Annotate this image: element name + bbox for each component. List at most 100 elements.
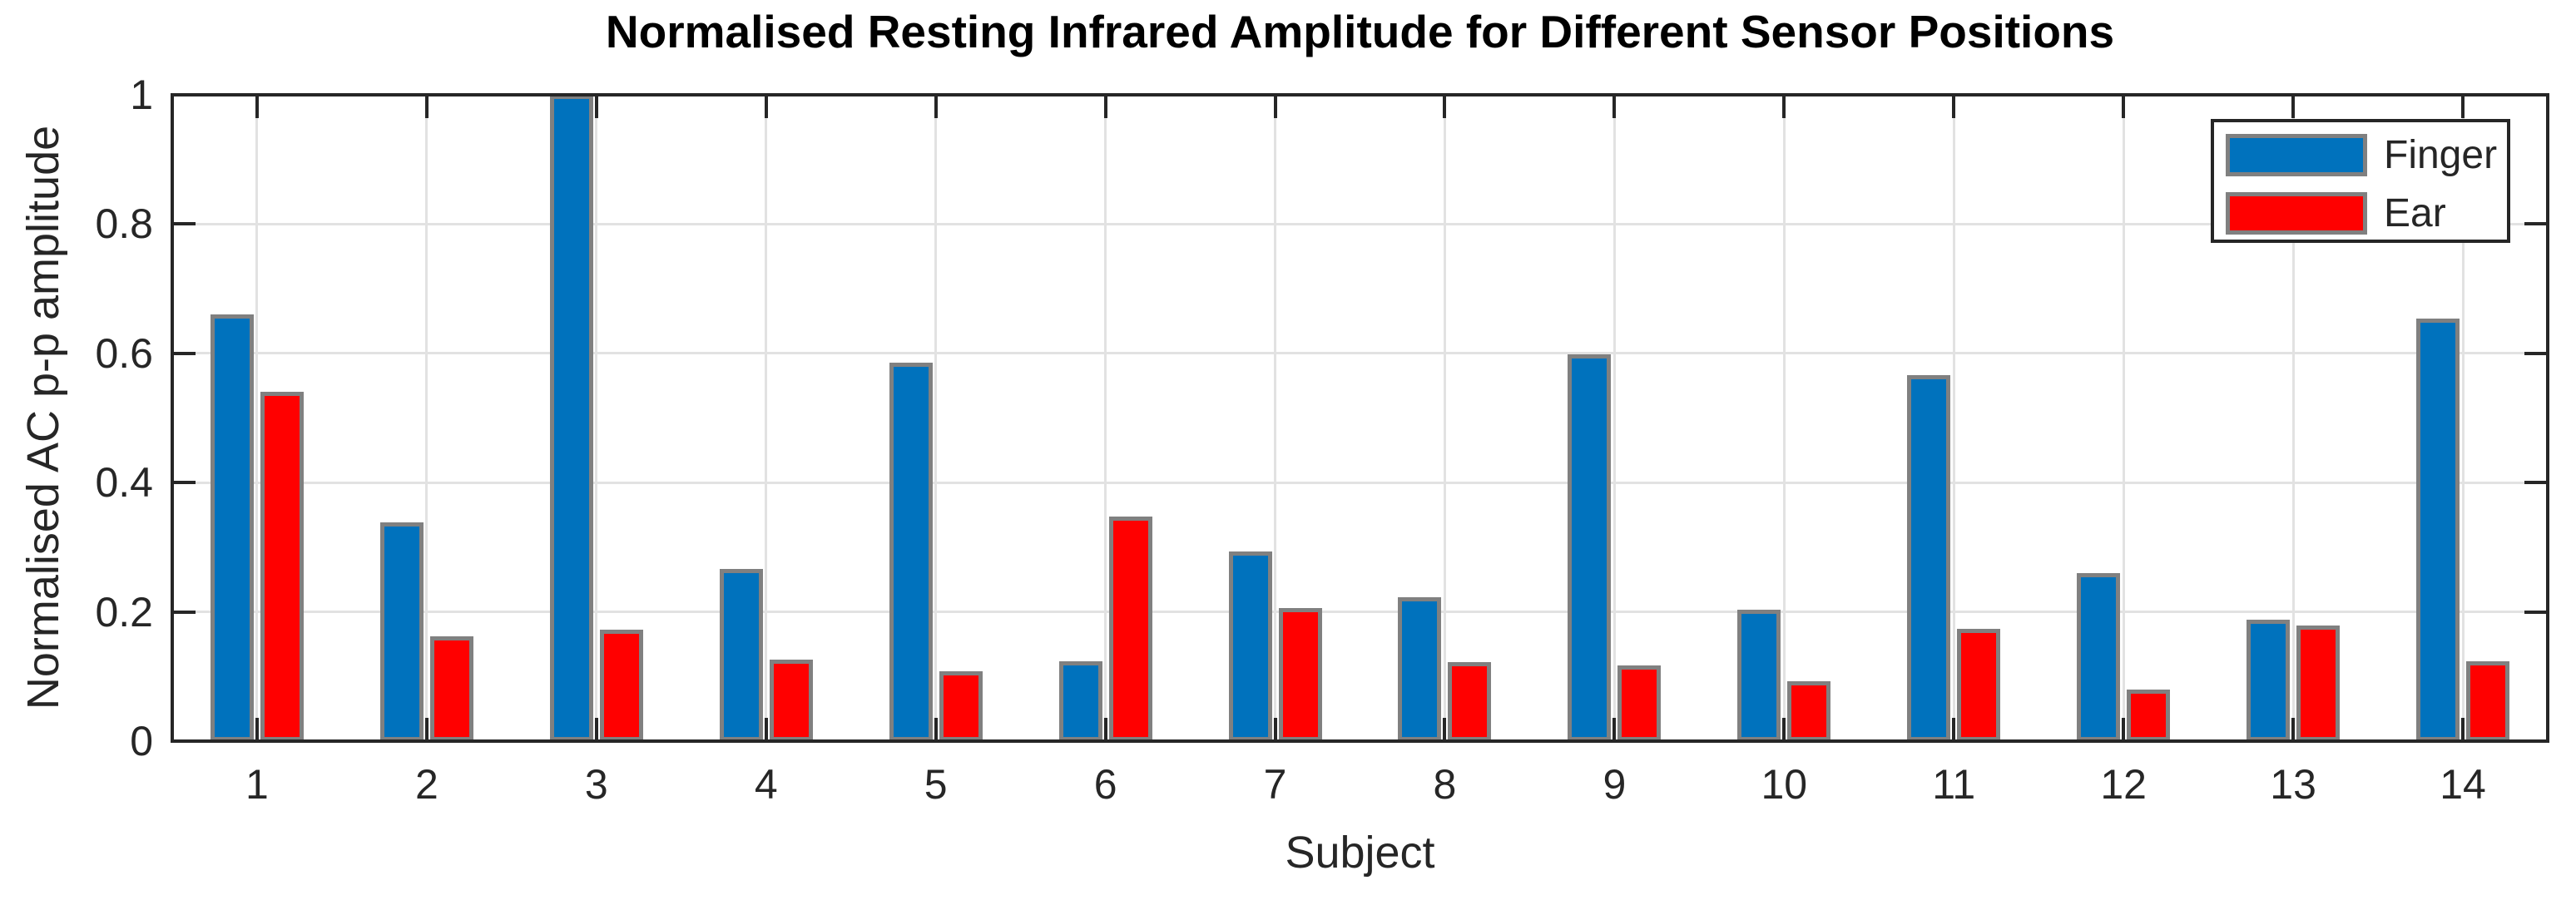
x-tick-top	[1952, 95, 1956, 118]
top-spine	[171, 93, 2549, 96]
x-tick-bottom	[1443, 718, 1447, 741]
bar-finger-7	[1228, 551, 1272, 741]
bar-finger-6	[1058, 661, 1102, 741]
bar-ear-1	[260, 392, 304, 741]
bar-ear-7	[1278, 608, 1322, 741]
x-tick-top	[255, 95, 259, 118]
bar-ear-9	[1617, 665, 1662, 741]
bar-finger-14	[2416, 319, 2460, 741]
x-tick-bottom	[255, 718, 259, 741]
bar-finger-12	[2077, 573, 2121, 741]
y-tick-right	[2524, 481, 2548, 485]
bar-ear-3	[599, 630, 643, 741]
bar-ear-2	[429, 636, 473, 741]
y-tick-left	[172, 481, 196, 485]
x-tick-label: 8	[1433, 761, 1457, 808]
v-gridline	[595, 95, 598, 741]
x-tick-label: 4	[754, 761, 778, 808]
v-gridline	[1952, 95, 1955, 741]
legend-label-ear: Ear	[2384, 191, 2446, 235]
plot-area	[172, 95, 2548, 741]
x-tick-bottom	[1952, 718, 1956, 741]
x-tick-top	[424, 95, 429, 118]
x-tick-top	[934, 95, 938, 118]
v-gridline	[255, 95, 259, 741]
x-tick-top	[1103, 95, 1107, 118]
y-tick-label: 0.6	[95, 329, 153, 377]
x-axis-line	[171, 739, 2549, 743]
y-tick-left	[172, 610, 196, 614]
bar-finger-3	[549, 95, 593, 741]
legend-swatch-ear	[2226, 192, 2367, 235]
y-tick-right	[2524, 610, 2548, 614]
bar-ear-4	[769, 660, 813, 741]
v-gridline	[2461, 95, 2465, 741]
v-gridline	[1782, 95, 1786, 741]
x-tick-bottom	[1782, 718, 1786, 741]
x-tick-label: 13	[2270, 761, 2316, 808]
y-tick-label: 0.8	[95, 200, 153, 248]
bar-ear-6	[1108, 517, 1152, 741]
bar-finger-2	[379, 522, 424, 741]
y-axis-line	[171, 93, 174, 743]
x-tick-top	[2122, 95, 2126, 118]
x-tick-top	[2291, 95, 2296, 118]
bar-finger-5	[889, 363, 933, 741]
x-tick-bottom	[764, 718, 768, 741]
x-tick-bottom	[424, 718, 429, 741]
bar-finger-10	[1737, 610, 1781, 741]
x-tick-top	[764, 95, 768, 118]
bar-finger-11	[1907, 375, 1951, 741]
x-tick-bottom	[1612, 718, 1617, 741]
h-gridline	[172, 611, 2548, 614]
bar-ear-8	[1448, 662, 1492, 741]
bar-finger-1	[210, 314, 254, 741]
x-tick-label: 2	[414, 761, 438, 808]
y-tick-label: 0.4	[95, 459, 153, 507]
v-gridline	[1612, 95, 1616, 741]
h-gridline	[172, 352, 2548, 355]
x-tick-bottom	[2122, 718, 2126, 741]
x-tick-label: 10	[1761, 761, 1808, 808]
bar-finger-8	[1398, 597, 1442, 741]
x-tick-bottom	[594, 718, 598, 741]
x-tick-top	[1782, 95, 1786, 118]
x-tick-label: 1	[245, 761, 269, 808]
x-tick-bottom	[1273, 718, 1277, 741]
x-tick-top	[2461, 95, 2465, 118]
x-tick-top	[594, 95, 598, 118]
x-tick-bottom	[2291, 718, 2296, 741]
x-tick-top	[1612, 95, 1617, 118]
x-tick-bottom	[934, 718, 938, 741]
chart-title: Normalised Resting Infrared Amplitude fo…	[605, 6, 2115, 57]
bar-ear-11	[1957, 629, 2001, 741]
bar-ear-10	[1787, 681, 1831, 741]
y-tick-left	[172, 351, 196, 355]
v-gridline	[2122, 95, 2125, 741]
bar-finger-4	[719, 569, 763, 741]
x-axis-label: Subject	[1285, 828, 1435, 878]
v-gridline	[934, 95, 938, 741]
x-tick-top	[1273, 95, 1277, 118]
x-tick-label: 5	[924, 761, 948, 808]
y-tick-left	[172, 222, 196, 226]
h-gridline	[172, 222, 2548, 225]
bar-ear-5	[939, 671, 983, 741]
legend-box: Finger Ear	[2211, 119, 2510, 243]
bar-finger-13	[2247, 620, 2291, 741]
v-gridline	[1274, 95, 1277, 741]
x-tick-bottom	[1103, 718, 1107, 741]
x-tick-label: 12	[2100, 761, 2147, 808]
y-tick-label: 0	[130, 718, 153, 764]
x-tick-label: 7	[1263, 761, 1287, 808]
v-gridline	[1443, 95, 1446, 741]
v-gridline	[1104, 95, 1107, 741]
bar-ear-13	[2296, 626, 2341, 741]
bar-finger-9	[1568, 354, 1612, 741]
v-gridline	[425, 95, 429, 741]
x-tick-label: 11	[1932, 761, 1976, 808]
right-spine	[2546, 93, 2549, 743]
bar-ear-12	[2127, 690, 2171, 741]
bar-ear-14	[2466, 661, 2510, 741]
